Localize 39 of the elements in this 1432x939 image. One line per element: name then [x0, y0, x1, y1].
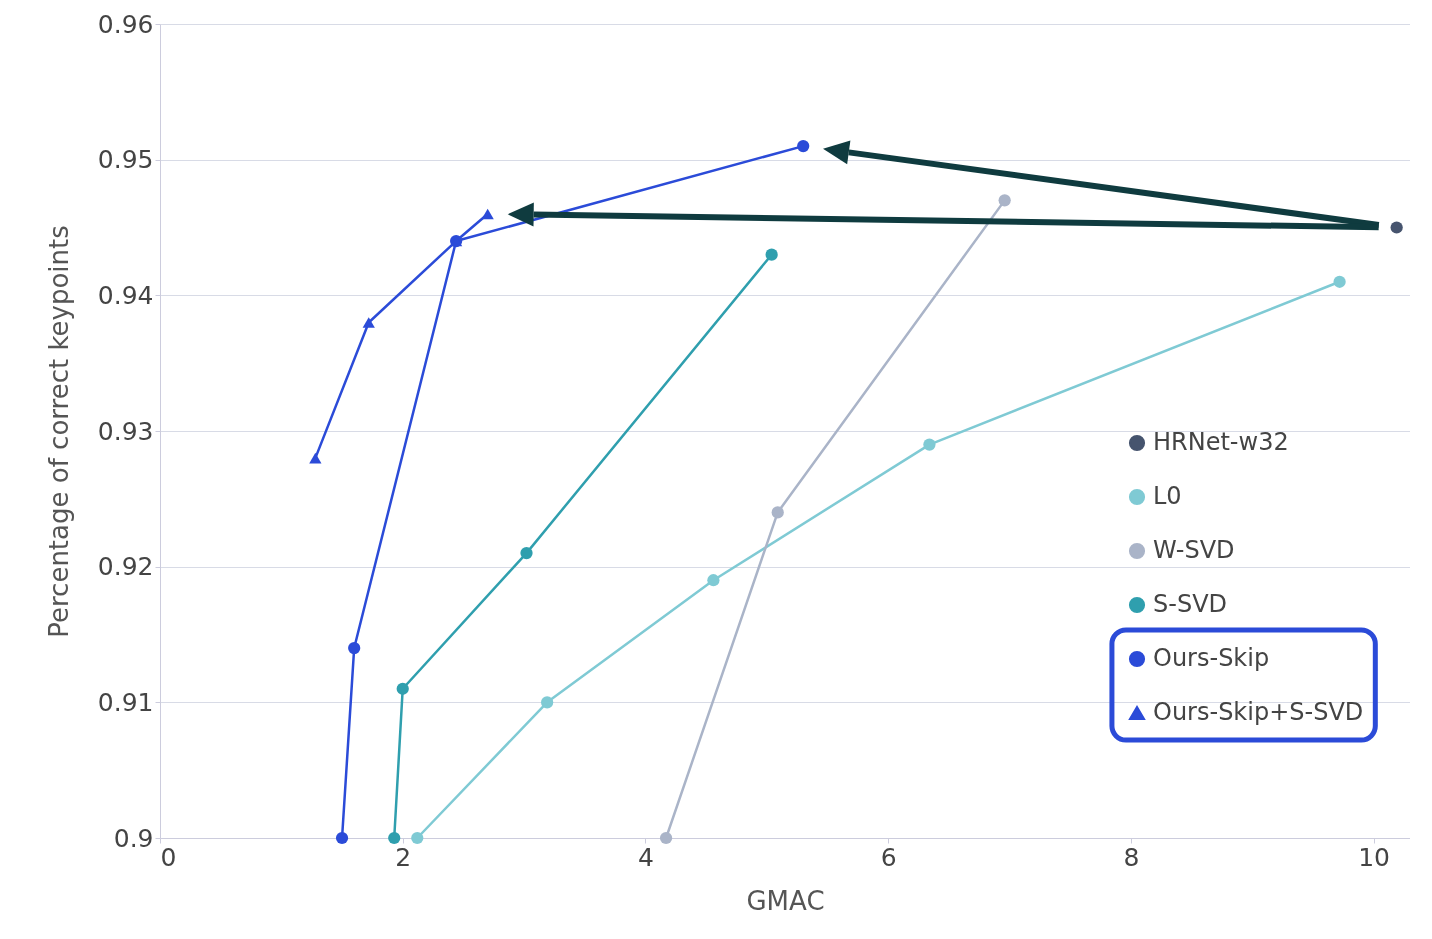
x-tick-label: 2	[395, 842, 412, 872]
point	[771, 506, 784, 519]
point	[411, 831, 424, 845]
point	[520, 546, 533, 560]
x-tick-label: 10	[1358, 842, 1390, 872]
point	[362, 317, 375, 328]
y-tick-label: 0.96	[97, 9, 154, 39]
y-tick-label: 0.95	[97, 145, 154, 175]
point	[388, 831, 401, 845]
point	[659, 831, 673, 845]
y-axis-title: Percentage of correct keypoints	[43, 225, 74, 638]
point	[1390, 221, 1403, 234]
point	[707, 574, 720, 587]
point	[309, 452, 322, 464]
x-axis-title: GMAC	[746, 885, 825, 916]
y-tick-label: 0.9	[113, 823, 154, 853]
y-tick-label: 0.94	[97, 280, 154, 310]
point	[998, 194, 1011, 207]
x-tick-label: 6	[880, 842, 897, 872]
legend-label: HRNet-w32	[1153, 428, 1289, 456]
legend-label: Ours-Skip	[1153, 644, 1270, 672]
point	[923, 438, 936, 451]
point	[797, 139, 810, 153]
legend-label: Ours-Skip+S-SVD	[1153, 698, 1364, 726]
point	[541, 696, 554, 709]
point	[765, 248, 778, 261]
y-tick-label: 0.91	[97, 687, 154, 717]
point	[335, 831, 349, 845]
legend-label: L0	[1153, 482, 1182, 510]
point	[348, 641, 361, 655]
point	[1333, 275, 1346, 288]
legend-label: W-SVD	[1153, 536, 1235, 564]
x-tick-label: 8	[1123, 842, 1140, 872]
x-tick-label: 0	[160, 842, 177, 872]
x-tick-label: 4	[637, 842, 654, 872]
point	[396, 682, 409, 695]
y-tick-label: 0.93	[97, 416, 154, 446]
y-tick-label: 0.92	[97, 552, 154, 582]
legend-label: S-SVD	[1153, 590, 1228, 618]
